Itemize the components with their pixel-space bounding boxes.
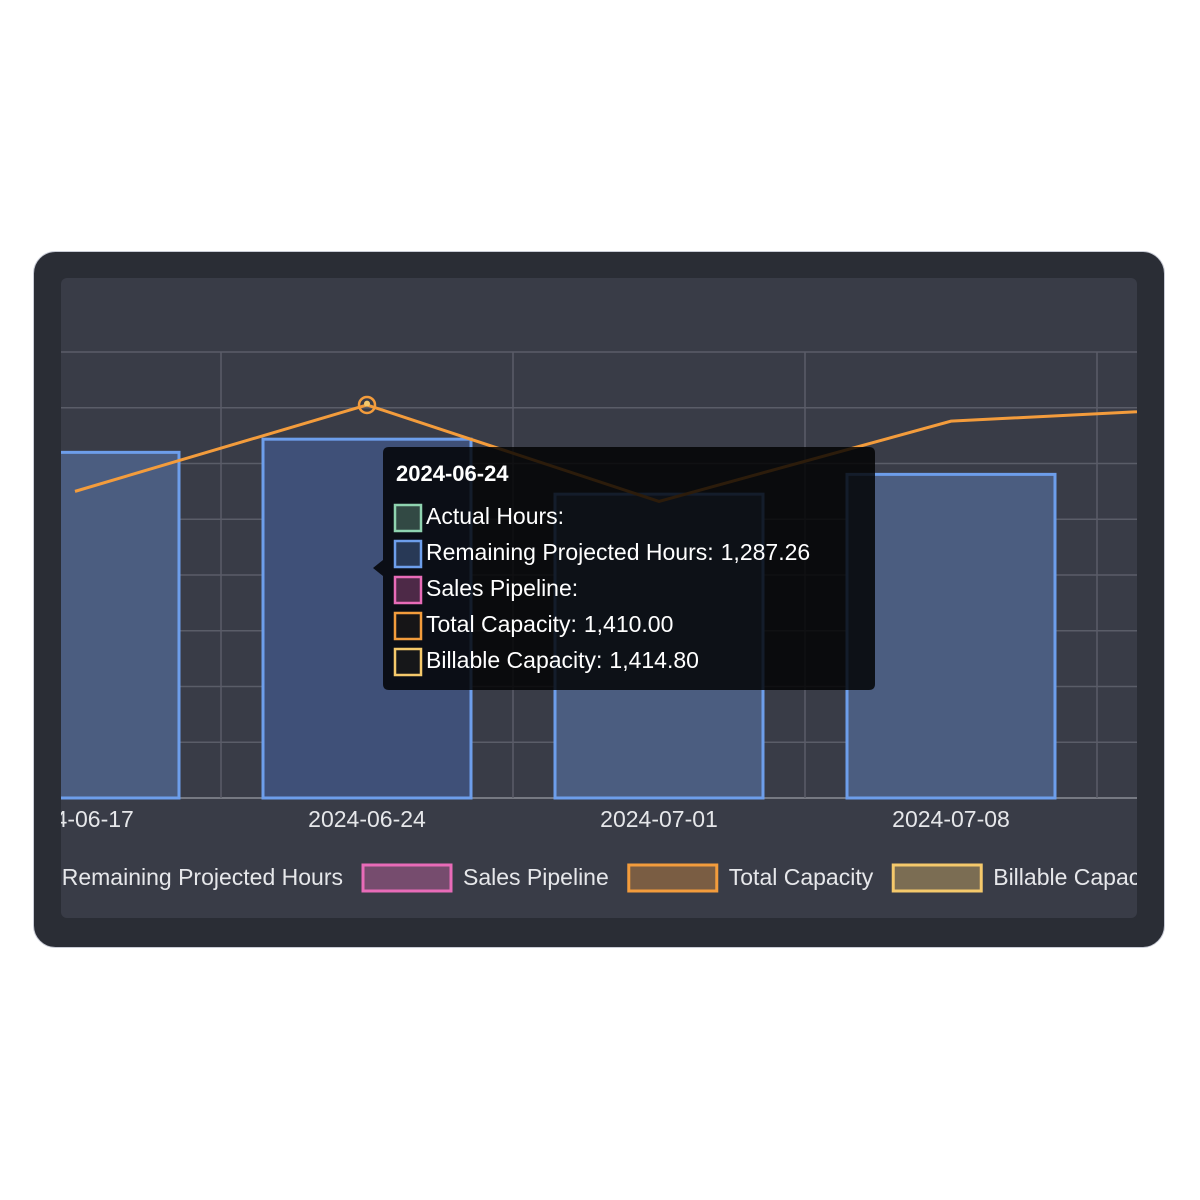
legend-label: Remaining Projected Hours [62,864,343,890]
tooltip-label: Total Capacity: [426,611,577,637]
tooltip-value: 1,414.80 [609,647,699,673]
legend-item: Remaining Projected Hours [62,864,343,890]
plot-area: 2024-06-17 2024-06-24 2024-07-01 2024-07-08… [16,351,1164,893]
tooltip-box [373,447,875,690]
tooltip-value: 1,410.00 [584,611,674,637]
tooltip-label: Billable Capacity: [426,647,602,673]
x-tick-label: 2024-06-24 [308,806,426,832]
tooltip: 2024-06-24 Actual Hours: Remaining Project… [373,447,875,690]
legend-item: Total Capacity [627,863,874,893]
tooltip-swatch [393,647,423,677]
bar [845,472,1057,800]
tooltip-swatch [393,503,423,533]
legend-label: Sales Pipeline [463,864,609,890]
hover-point [357,395,377,415]
legend-item: Billable Capacity [891,863,1164,893]
x-tick-label: 2024-07-01 [600,806,718,832]
tooltip-value: 1,287.26 [721,539,811,565]
tooltip-label: Sales Pipeline: [426,575,578,601]
legend-label: Total Capacity [729,864,874,890]
tooltip-label: Remaining Projected Hours: [426,539,714,565]
tooltip-swatch [393,575,423,605]
legend-swatch [891,863,983,893]
tooltip-title: 2024-06-24 [396,461,509,486]
legend-item: Sales Pipeline [361,863,609,893]
legend-swatch [361,863,453,893]
x-tick-label: 2024-06-17 [16,806,134,832]
legend-swatch [627,863,719,893]
bar [61,450,181,800]
tooltip-swatch [393,539,423,569]
x-tick-label: 2024-07-08 [892,806,1010,832]
tooltip-swatch [393,611,423,641]
line-point [364,400,370,407]
tooltip-label: Actual Hours: [426,503,564,529]
legend-label: Billable Capacity [993,864,1164,890]
